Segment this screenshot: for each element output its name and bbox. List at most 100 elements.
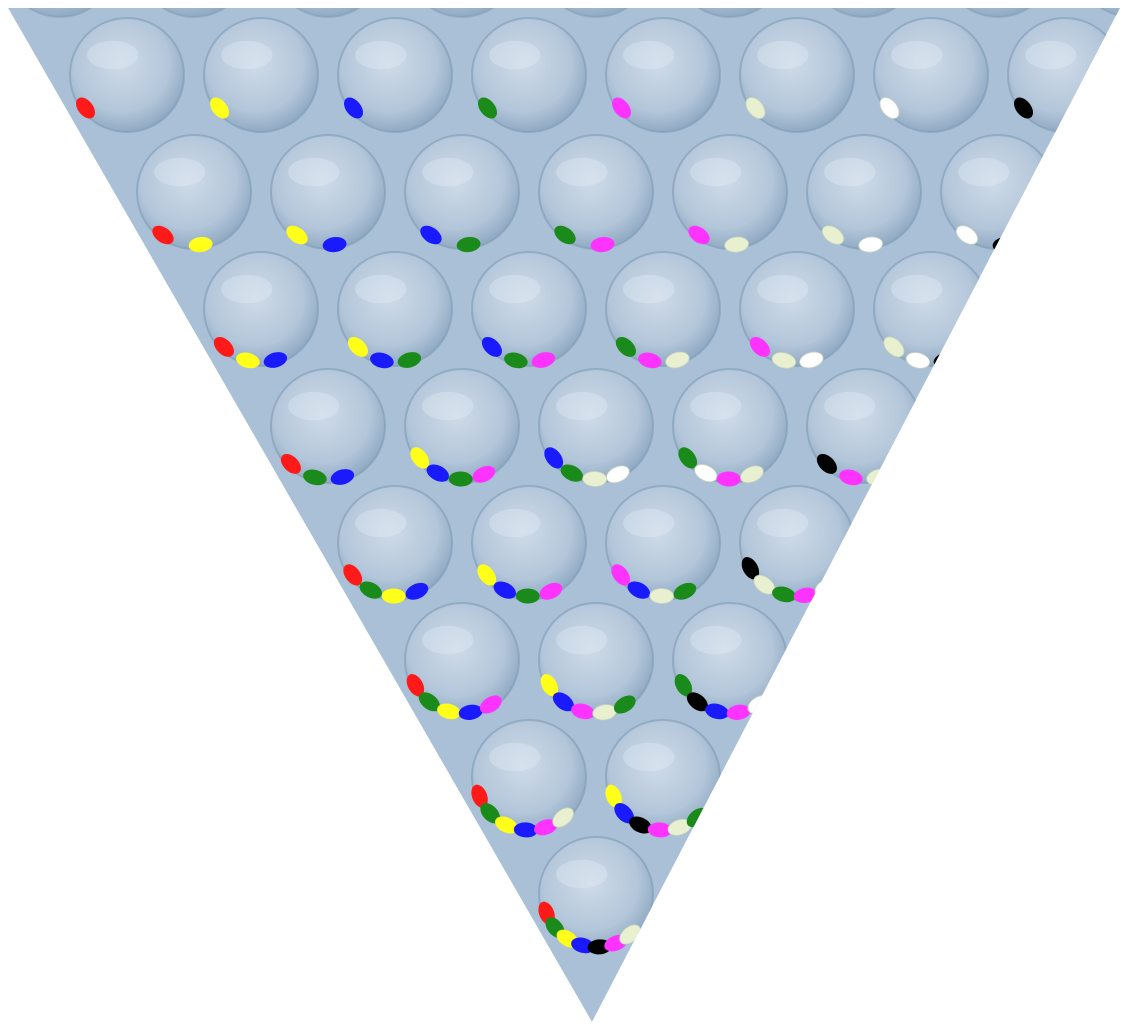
bead-red — [406, 674, 425, 697]
bubble-body — [270, 368, 386, 484]
bead-green — [418, 692, 440, 712]
bead-magenta — [590, 237, 615, 253]
bead-cream — [724, 236, 749, 253]
bead-blue — [705, 703, 729, 720]
bubble-highlight — [757, 508, 809, 538]
partial-bubble — [8, 8, 118, 18]
bubble-highlight — [556, 157, 608, 187]
partial-bubble — [270, 8, 386, 18]
bead-cream — [665, 351, 690, 369]
bubble — [739, 485, 855, 603]
bubble — [337, 17, 453, 133]
bead-magenta — [571, 703, 595, 720]
bead-green — [678, 447, 698, 469]
bead-cream — [745, 97, 766, 119]
bubble-body — [203, 17, 319, 133]
bubble-highlight — [623, 40, 675, 70]
bead-white — [694, 464, 718, 483]
bubble — [270, 134, 386, 253]
bubble — [471, 719, 587, 838]
bubble-highlight — [623, 742, 675, 772]
bead-blue — [344, 97, 363, 119]
bead-blue — [330, 469, 355, 485]
bead-magenta — [647, 822, 672, 838]
bead-black — [686, 692, 708, 712]
bubble-highlight — [891, 40, 943, 70]
partial-bubble — [538, 8, 654, 18]
bubble — [873, 17, 989, 133]
bubble-body — [739, 17, 855, 133]
bead-blue — [481, 336, 502, 357]
bead-blue — [420, 225, 442, 245]
bead-green — [554, 225, 576, 245]
bubble-highlight — [556, 859, 608, 889]
partial-bubble — [672, 8, 788, 18]
bead-magenta — [793, 587, 818, 603]
bead-black — [1014, 97, 1033, 119]
bubble — [404, 602, 520, 720]
bead-magenta — [638, 352, 662, 369]
bead-white — [799, 351, 824, 369]
bubble-highlight — [556, 391, 608, 421]
bead-blue — [263, 352, 288, 368]
bead-blue — [322, 237, 347, 253]
bead-blue — [513, 822, 538, 838]
bead-white — [606, 465, 630, 484]
bead-magenta — [688, 225, 710, 245]
bubbles-layer — [8, 8, 1120, 955]
bubble-highlight — [288, 391, 340, 421]
bead-red — [343, 564, 363, 586]
partial-bubble — [136, 8, 252, 18]
bubble-body — [605, 17, 721, 133]
bead-cream — [582, 471, 608, 487]
bead-yellow — [410, 447, 430, 469]
bead-green — [456, 237, 481, 253]
bubble — [69, 17, 185, 133]
bubble-highlight — [891, 274, 943, 304]
bubble-highlight — [489, 274, 541, 304]
bead-yellow — [286, 225, 308, 245]
bubble — [203, 251, 319, 369]
bead-yellow — [477, 564, 497, 586]
bead-white — [955, 225, 979, 245]
bubble-highlight — [489, 40, 541, 70]
bubble-highlight — [489, 742, 541, 772]
bubble — [404, 134, 520, 253]
bead-magenta — [726, 704, 751, 720]
bead-green — [613, 695, 636, 714]
bubble-highlight — [422, 157, 474, 187]
bead-red — [213, 336, 234, 357]
bead-cream — [649, 588, 675, 604]
bubble-highlight — [221, 274, 273, 304]
bead-magenta — [472, 465, 496, 483]
bubble — [672, 134, 788, 253]
bead-white — [879, 97, 900, 119]
bead-yellow — [347, 336, 368, 357]
bubble-highlight — [623, 274, 675, 304]
bead-magenta — [539, 582, 563, 600]
bubble-body — [605, 251, 721, 367]
bubble — [337, 251, 453, 369]
bead-green — [448, 471, 473, 487]
bubble-body — [203, 251, 319, 367]
bead-yellow — [188, 237, 213, 253]
bead-cream — [552, 807, 574, 828]
bead-black — [629, 816, 652, 834]
bead-white — [905, 352, 931, 369]
bubble-highlight — [690, 625, 742, 655]
bubble-highlight — [355, 40, 407, 70]
bubble — [672, 368, 788, 487]
bead-green — [515, 588, 540, 604]
bead-yellow — [437, 703, 461, 720]
bubble — [806, 368, 922, 486]
bubble-highlight — [757, 274, 809, 304]
bead-green — [673, 582, 697, 600]
bead-magenta — [839, 469, 863, 486]
bead-magenta — [612, 97, 631, 119]
bubble — [471, 485, 587, 604]
bubble — [538, 602, 654, 721]
bead-cream — [821, 225, 845, 245]
bead-blue — [458, 704, 483, 720]
